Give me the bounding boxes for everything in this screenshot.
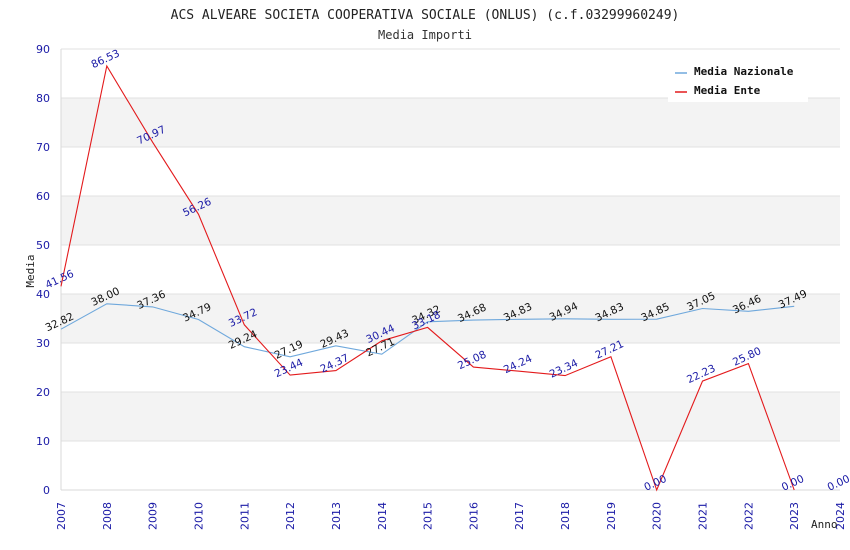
legend-label-nazionale: Media Nazionale xyxy=(694,65,794,78)
x-tick-label: 2021 xyxy=(697,502,710,530)
grid-band xyxy=(61,196,840,245)
x-tick-label: 2008 xyxy=(101,502,114,530)
x-tick-label: 2013 xyxy=(330,502,343,530)
x-axis-title: Anno xyxy=(811,518,838,531)
series-lines xyxy=(60,64,795,492)
x-tick-label: 2024 xyxy=(834,502,847,530)
x-tick-label: 2011 xyxy=(238,502,251,530)
y-tick-label: 50 xyxy=(36,239,50,252)
y-axis-title: Media xyxy=(24,254,37,287)
y-tick-label: 20 xyxy=(36,386,50,399)
y-tick-label: 40 xyxy=(36,288,50,301)
grid-band xyxy=(61,343,840,392)
grid-band xyxy=(61,98,840,147)
x-tick-label: 2019 xyxy=(605,502,618,530)
y-axis-ticks: 0 10 20 30 40 50 60 70 80 90 xyxy=(36,43,50,497)
x-axis-ticks: 2007 2008 2009 2010 2011 2012 2013 2014 2015 2016… xyxy=(55,502,847,530)
grid-band xyxy=(61,245,840,294)
chart-subtitle: Media Importi xyxy=(378,28,472,42)
y-tick-label: 30 xyxy=(36,337,50,350)
x-tick-label: 2022 xyxy=(742,502,755,530)
x-tick-label: 2009 xyxy=(147,502,160,530)
x-tick-label: 2018 xyxy=(559,502,572,530)
x-tick-label: 2012 xyxy=(284,502,297,530)
x-tick-label: 2023 xyxy=(788,502,801,530)
grid-band xyxy=(61,441,840,490)
grid-band xyxy=(61,294,840,343)
x-tick-label: 2017 xyxy=(513,502,526,530)
y-tick-label: 0 xyxy=(43,484,50,497)
legend: Media Nazionale Media Ente xyxy=(668,58,808,102)
grid-bands xyxy=(60,48,840,491)
legend-label-ente: Media Ente xyxy=(694,84,761,97)
y-tick-label: 90 xyxy=(36,43,50,56)
series-line-1 xyxy=(60,64,795,492)
grid-band xyxy=(61,147,840,196)
x-tick-label: 2016 xyxy=(467,502,480,530)
y-tick-label: 10 xyxy=(36,435,50,448)
x-tick-label: 2015 xyxy=(422,502,435,530)
chart-title: ACS ALVEARE SOCIETA COOPERATIVA SOCIALE … xyxy=(171,8,680,23)
y-tick-label: 60 xyxy=(36,190,50,203)
y-tick-label: 80 xyxy=(36,92,50,105)
grid-band xyxy=(61,392,840,441)
series-line-0 xyxy=(60,303,795,358)
y-tick-label: 70 xyxy=(36,141,50,154)
x-tick-label: 2014 xyxy=(376,502,389,530)
x-tick-label: 2010 xyxy=(192,502,205,530)
x-tick-label: 2020 xyxy=(651,502,664,530)
x-tick-label: 2007 xyxy=(55,502,68,530)
legend-box xyxy=(668,58,808,102)
